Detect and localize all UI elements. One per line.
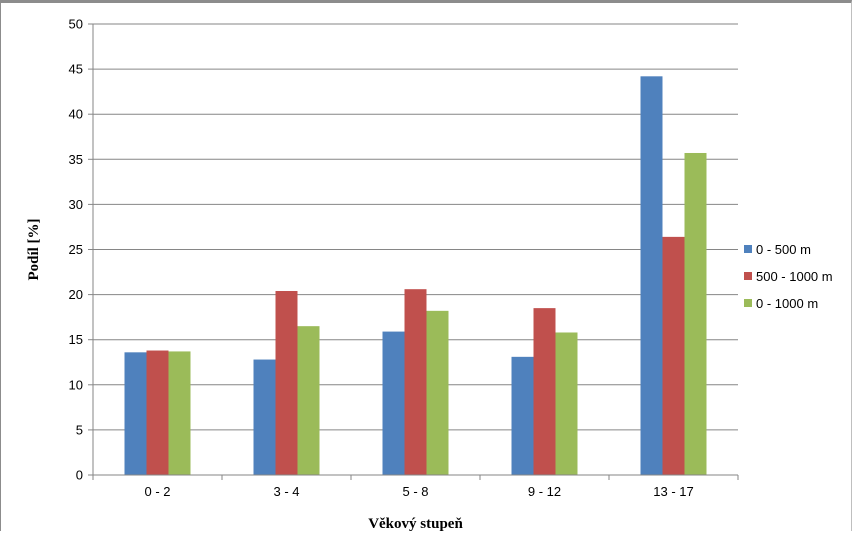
bar-2-4 [533, 308, 556, 475]
legend: 0 - 500 m 500 - 1000 m 0 - 1000 m [744, 242, 833, 311]
y-tick-label: 50 [69, 17, 83, 32]
legend-swatch [744, 299, 752, 307]
bar-3-1 [168, 351, 191, 475]
bar-1-2 [253, 359, 276, 475]
bar-1-1 [124, 352, 147, 475]
y-tick-label: 35 [69, 152, 83, 167]
legend-swatch [744, 272, 752, 280]
y-tick-label: 40 [69, 107, 83, 122]
x-axis-title: Věkový stupeň [368, 516, 463, 532]
legend-label: 500 - 1000 m [756, 269, 833, 284]
bar-3-2 [297, 326, 320, 475]
x-tick-label: 0 - 2 [144, 484, 170, 499]
legend-swatch [744, 245, 752, 253]
bar-1-5 [640, 76, 663, 475]
bar-1-3 [382, 331, 405, 475]
y-tick-label: 20 [69, 287, 83, 302]
bar-2-1 [146, 350, 169, 475]
x-tick-label: 3 - 4 [273, 484, 299, 499]
y-tick-label: 15 [69, 332, 83, 347]
bar-2-3 [404, 289, 427, 475]
legend-label: 0 - 1000 m [756, 296, 818, 311]
bar-3-5 [684, 152, 707, 475]
y-tick-label: 10 [69, 377, 83, 392]
bar-2-5 [662, 236, 685, 475]
bar-3-3 [426, 310, 449, 475]
y-tick-label: 25 [69, 242, 83, 257]
bar-2-2 [275, 290, 298, 475]
y-tick-label: 30 [69, 197, 83, 212]
legend-label: 0 - 500 m [756, 242, 811, 257]
y-tick-label: 45 [69, 62, 83, 77]
y-axis-ticks: 0 5 10 15 20 25 30 35 40 45 50 [69, 17, 93, 483]
y-axis-title: Podíl [%] [26, 218, 42, 280]
x-tick-label: 13 - 17 [653, 484, 693, 499]
x-tick-label: 9 - 12 [528, 484, 561, 499]
bar-3-4 [555, 332, 578, 475]
bars [124, 76, 707, 475]
x-axis-ticks: 0 - 2 3 - 4 5 - 8 9 - 12 13 - 17 [92, 475, 739, 499]
x-tick-label: 5 - 8 [402, 484, 428, 499]
y-tick-label: 0 [76, 468, 83, 483]
y-tick-label: 5 [76, 422, 83, 437]
bar-1-4 [511, 356, 534, 475]
